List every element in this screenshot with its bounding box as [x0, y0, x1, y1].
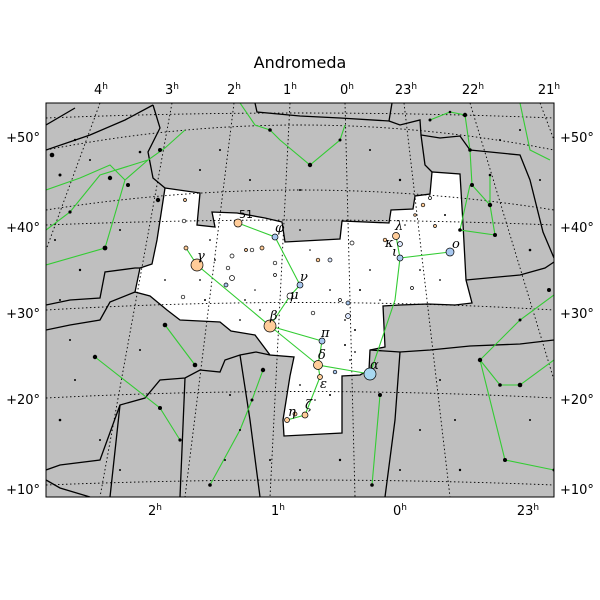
label-lambda: λ	[394, 219, 403, 234]
star-pi	[318, 337, 326, 345]
star-kappa	[397, 241, 403, 247]
star-51	[233, 218, 243, 228]
right-dec-labels: +50° +40° +30° +20° +10°	[560, 131, 594, 498]
star-delta	[313, 360, 323, 370]
svg-text:0h: 0h	[393, 503, 407, 519]
svg-text:22h: 22h	[462, 82, 484, 98]
label-51: 51	[239, 208, 253, 221]
svg-text:+20°: +20°	[560, 393, 594, 408]
label-gamma: γ	[197, 249, 205, 264]
svg-text:23h: 23h	[517, 503, 539, 519]
star-mu	[286, 292, 294, 300]
svg-text:+50°: +50°	[6, 131, 40, 146]
label-mu: μ	[290, 288, 298, 303]
label-alpha: α	[370, 358, 379, 373]
label-delta: δ	[318, 348, 326, 363]
svg-text:2h: 2h	[227, 82, 241, 98]
background-stars	[49, 110, 554, 487]
star-zeta	[301, 411, 309, 419]
star-nu	[296, 281, 304, 289]
label-eta: η	[288, 405, 296, 420]
svg-text:1h: 1h	[271, 503, 285, 519]
chart-title: Andromeda	[254, 53, 347, 72]
top-ra-labels: 4h 3h 2h 1h 0h 23h 22h 21h	[94, 82, 560, 98]
star-omicron	[445, 247, 455, 257]
label-epsilon: ε	[320, 377, 327, 392]
neighbor-boundaries	[46, 103, 554, 497]
label-beta: β	[269, 309, 278, 324]
svg-text:+30°: +30°	[6, 307, 40, 322]
coordinate-grid	[46, 103, 554, 497]
label-pi: π	[320, 326, 330, 341]
svg-text:+20°: +20°	[6, 393, 40, 408]
svg-text:2h: 2h	[148, 503, 162, 519]
star-labels: 51 φ λ κ ι o γ ν μ β π δ α ε ζ η	[197, 208, 460, 420]
label-omicron: o	[452, 237, 460, 252]
svg-text:21h: 21h	[538, 82, 560, 98]
svg-text:3h: 3h	[165, 82, 179, 98]
svg-text:4h: 4h	[94, 82, 108, 98]
bottom-ra-labels: 2h 1h 0h 23h	[148, 503, 539, 519]
label-zeta: ζ	[305, 398, 313, 413]
svg-text:+40°: +40°	[6, 221, 40, 236]
svg-text:23h: 23h	[395, 82, 417, 98]
star-iota	[396, 254, 404, 262]
star-beta	[263, 319, 277, 333]
svg-text:0h: 0h	[340, 82, 354, 98]
left-dec-labels: +50° +40° +30° +20° +10°	[6, 131, 40, 498]
star-epsilon	[317, 374, 323, 380]
star-alpha	[363, 367, 377, 381]
andromeda-faint-stars	[164, 214, 446, 401]
svg-text:+50°: +50°	[560, 131, 594, 146]
label-kappa: κ	[384, 236, 394, 251]
svg-text:+10°: +10°	[6, 483, 40, 498]
label-iota: ι	[392, 245, 397, 260]
label-nu: ν	[300, 270, 308, 285]
svg-text:+10°: +10°	[560, 483, 594, 498]
svg-text:+40°: +40°	[560, 221, 594, 236]
label-phi: φ	[275, 221, 285, 236]
star-phi	[271, 233, 279, 241]
andromeda-stars	[180, 196, 455, 423]
star-gamma	[190, 258, 204, 272]
star-eta	[284, 417, 290, 423]
svg-text:1h: 1h	[283, 82, 297, 98]
svg-text:+30°: +30°	[560, 307, 594, 322]
star-lambda	[392, 232, 400, 240]
plot-frame	[45, 102, 555, 498]
